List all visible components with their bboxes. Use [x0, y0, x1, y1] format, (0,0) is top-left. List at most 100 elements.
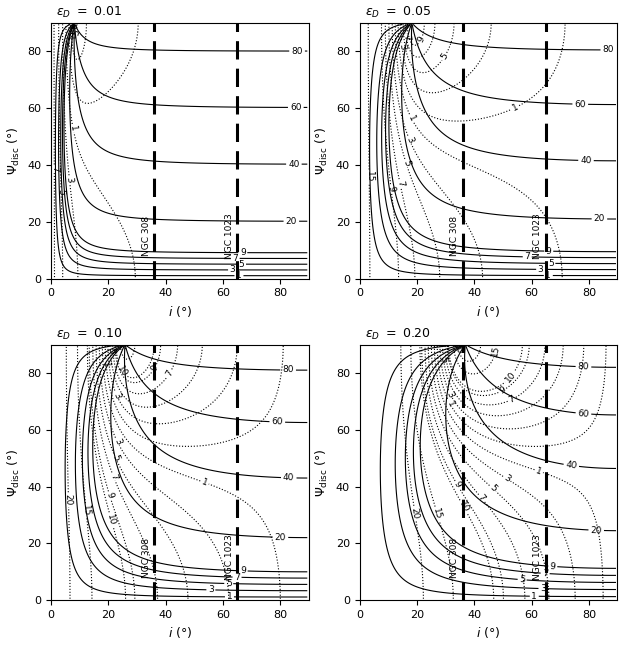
Text: 1: 1 [102, 362, 111, 368]
Text: 1: 1 [227, 592, 232, 601]
Text: 40: 40 [565, 460, 578, 471]
Text: 60: 60 [272, 417, 283, 426]
Text: 15: 15 [431, 507, 443, 521]
Text: 1: 1 [406, 114, 417, 123]
Text: 3: 3 [112, 391, 122, 400]
X-axis label: $i\ (°)$: $i\ (°)$ [168, 304, 192, 319]
Text: 20: 20 [594, 214, 605, 224]
Text: 1: 1 [65, 36, 74, 41]
Text: 3: 3 [538, 265, 543, 274]
Text: 3: 3 [230, 266, 235, 275]
Text: 10: 10 [105, 513, 117, 526]
Text: 9: 9 [546, 247, 552, 256]
Text: 7: 7 [234, 572, 240, 582]
Text: 1: 1 [510, 102, 520, 113]
Text: 5: 5 [239, 260, 244, 269]
Text: 1: 1 [546, 271, 551, 280]
Text: 60: 60 [290, 103, 302, 112]
Text: $\epsilon_D\ =\ 0.20$: $\epsilon_D\ =\ 0.20$ [365, 327, 430, 342]
Text: 5: 5 [106, 348, 115, 353]
Text: 5: 5 [548, 259, 554, 268]
Text: $\epsilon_D\ =\ 0.05$: $\epsilon_D\ =\ 0.05$ [365, 5, 431, 21]
Text: 3: 3 [65, 176, 74, 183]
Text: NGC 1023: NGC 1023 [533, 535, 543, 581]
Text: 9: 9 [498, 385, 507, 396]
Text: 7: 7 [476, 493, 487, 503]
Text: NGC 308: NGC 308 [141, 537, 151, 578]
Text: 80: 80 [282, 366, 294, 375]
Y-axis label: $\Psi_{\rm disc}\ (°)$: $\Psi_{\rm disc}\ (°)$ [314, 127, 330, 175]
Text: 3: 3 [445, 390, 455, 399]
Text: 5: 5 [71, 28, 82, 37]
Text: 9: 9 [452, 480, 463, 490]
Text: 1: 1 [236, 271, 242, 280]
Text: 5: 5 [439, 356, 449, 362]
Text: 60: 60 [578, 408, 589, 419]
Text: 3: 3 [540, 584, 546, 593]
Text: 40: 40 [283, 473, 295, 483]
Text: 20: 20 [285, 216, 297, 225]
Text: 3: 3 [404, 135, 415, 144]
Text: 60: 60 [574, 99, 586, 109]
Text: 7: 7 [542, 568, 548, 578]
Text: 7: 7 [164, 368, 175, 378]
Text: 20: 20 [64, 494, 73, 506]
Text: 9: 9 [105, 492, 115, 499]
Text: 20: 20 [275, 533, 286, 542]
Text: 5: 5 [401, 159, 411, 167]
Text: 5: 5 [519, 575, 525, 585]
Text: $\epsilon_D\ =\ 0.10$: $\epsilon_D\ =\ 0.10$ [56, 327, 123, 342]
Text: 80: 80 [578, 362, 589, 371]
Text: 9: 9 [549, 562, 556, 571]
Text: $\epsilon_D\ =\ 0.01$: $\epsilon_D\ =\ 0.01$ [56, 5, 122, 21]
Text: 3: 3 [112, 437, 123, 446]
Text: 7: 7 [108, 472, 118, 481]
Text: 5: 5 [57, 189, 65, 194]
Text: NGC 1023: NGC 1023 [225, 213, 234, 259]
Text: 15: 15 [81, 505, 91, 517]
X-axis label: $i\ (°)$: $i\ (°)$ [477, 625, 501, 640]
Text: 3: 3 [502, 474, 511, 484]
Text: 7: 7 [395, 180, 405, 187]
Text: 10: 10 [457, 500, 470, 514]
Text: 10: 10 [503, 370, 518, 384]
Text: 7: 7 [402, 34, 411, 41]
Text: 7: 7 [232, 254, 238, 263]
Text: NGC 1023: NGC 1023 [533, 213, 543, 259]
Y-axis label: $\Psi_{\rm disc}\ (°)$: $\Psi_{\rm disc}\ (°)$ [314, 448, 330, 497]
Text: NGC 308: NGC 308 [450, 216, 459, 256]
X-axis label: $i\ (°)$: $i\ (°)$ [477, 304, 501, 319]
Text: NGC 308: NGC 308 [450, 537, 459, 578]
Text: 20: 20 [453, 342, 464, 355]
Text: 9: 9 [240, 567, 246, 576]
Text: 20: 20 [410, 507, 421, 519]
Text: 40: 40 [288, 160, 300, 169]
Text: 3: 3 [397, 43, 407, 50]
Text: 40: 40 [580, 156, 592, 165]
Text: 10: 10 [115, 364, 129, 378]
Text: 7: 7 [525, 253, 530, 262]
Text: 1: 1 [445, 400, 455, 409]
Text: 1: 1 [531, 592, 537, 601]
Text: 1: 1 [535, 466, 543, 476]
Text: NGC 308: NGC 308 [141, 216, 151, 256]
Text: 15: 15 [364, 171, 374, 183]
X-axis label: $i\ (°)$: $i\ (°)$ [168, 625, 192, 640]
Text: 80: 80 [602, 45, 614, 54]
Text: 5: 5 [110, 453, 121, 462]
Text: 1: 1 [68, 125, 78, 132]
Text: 9: 9 [240, 248, 245, 257]
Text: 9: 9 [416, 35, 426, 44]
Text: 20: 20 [591, 526, 602, 535]
Text: 7: 7 [50, 166, 59, 172]
Text: 9: 9 [149, 364, 159, 373]
Text: 3: 3 [67, 23, 76, 28]
Text: 15: 15 [490, 344, 502, 357]
Text: 9: 9 [386, 185, 396, 192]
Text: 3: 3 [208, 585, 214, 594]
Y-axis label: $\Psi_{\rm disc}\ (°)$: $\Psi_{\rm disc}\ (°)$ [6, 127, 22, 175]
Y-axis label: $\Psi_{\rm disc}\ (°)$: $\Psi_{\rm disc}\ (°)$ [6, 448, 22, 497]
Text: 5: 5 [226, 579, 232, 588]
Text: 80: 80 [292, 47, 303, 56]
Text: 1: 1 [200, 477, 209, 488]
